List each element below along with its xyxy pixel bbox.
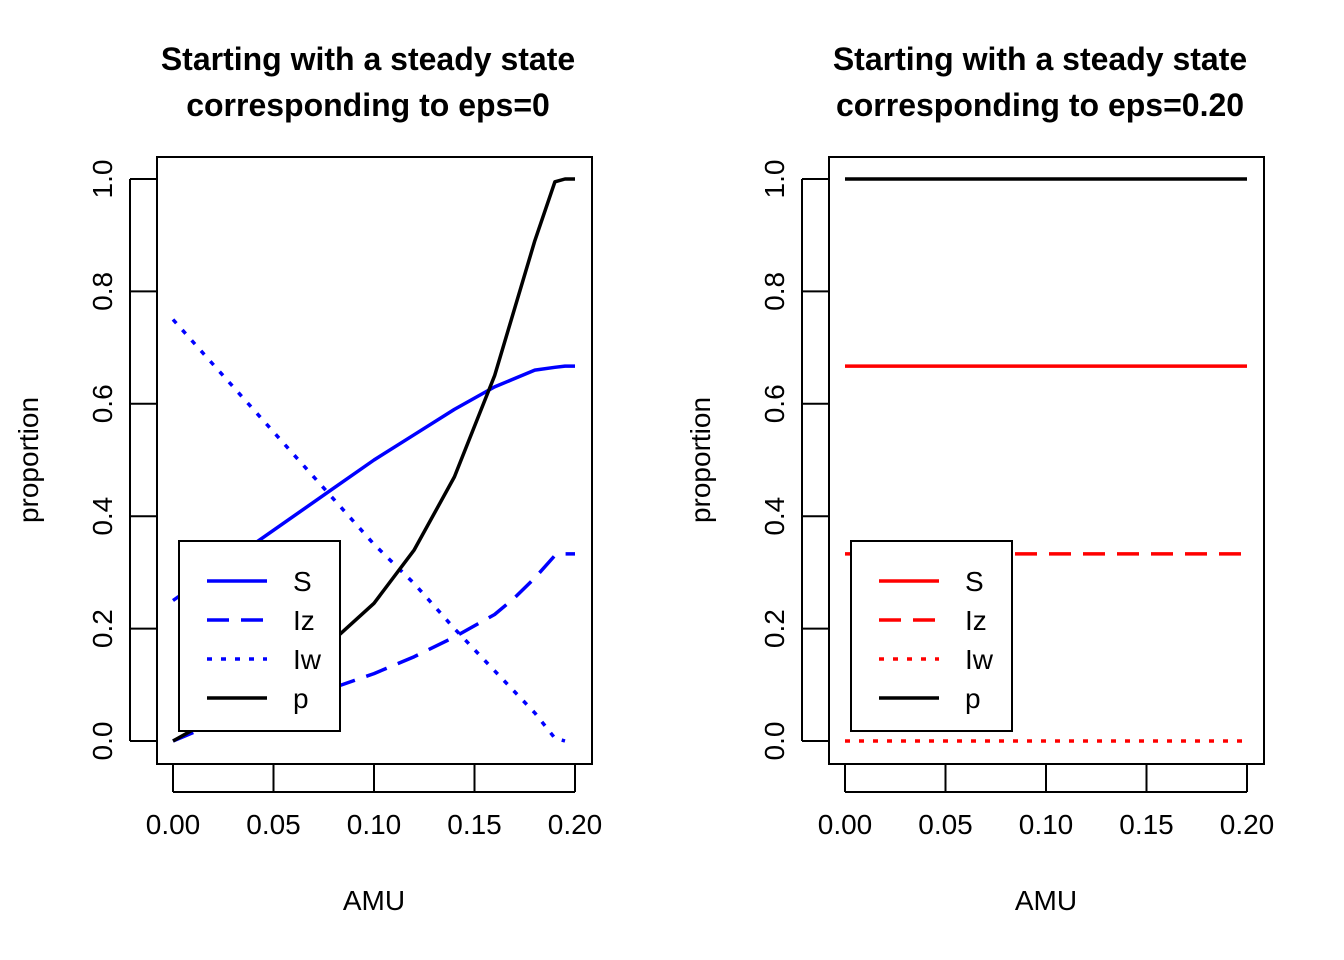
y-axis-label: proportion [685,397,716,523]
left-chart-panel: Starting with a steady state correspondin… [13,41,602,916]
x-tick-label: 0.05 [246,809,301,840]
x-tick-label: 0.10 [347,809,402,840]
x-axis-label: AMU [1015,885,1077,916]
legend-box [178,540,341,732]
y-tick-label: 0.6 [87,384,118,423]
x-tick-label: 0.10 [1019,809,1074,840]
x-tick-label: 0.20 [1220,809,1275,840]
chart-title-line-1: Starting with a steady state [161,41,575,77]
y-tick-label: 0.0 [759,722,790,761]
x-tick-label: 0.00 [146,809,201,840]
legend-label-iz: Iz [293,605,315,636]
chart-title-line-2: corresponding to eps=0 [186,87,550,123]
legend: S Iz Iw p [178,540,341,732]
legend-label-s: S [965,566,984,597]
x-tick-label: 0.00 [818,809,873,840]
y-tick-label: 0.4 [87,497,118,536]
y-tick-label: 1.0 [759,160,790,199]
y-tick-label: 0.8 [759,272,790,311]
series-line-iz [172,552,575,743]
y-tick-label: 1.0 [87,160,118,199]
chart-title-line-1: Starting with a steady state [833,41,1247,77]
x-axis-label: AMU [343,885,405,916]
legend-label-p: p [965,683,981,714]
chart-title-line-2: corresponding to eps=0.20 [836,87,1244,123]
x-tick-label: 0.15 [1119,809,1174,840]
y-tick-label: 0.4 [759,497,790,536]
x-tick-label: 0.15 [447,809,502,840]
legend-box [850,540,1013,732]
x-tick-label: 0.20 [548,809,603,840]
y-tick-label: 0.2 [759,609,790,648]
y-axis-label: proportion [13,397,44,523]
legend-label-iw: Iw [293,644,322,675]
legend-label-iz: Iz [965,605,987,636]
legend-label-iw: Iw [965,644,994,675]
right-chart-panel: Starting with a steady state correspondin… [685,41,1274,916]
x-tick-label: 0.05 [918,809,973,840]
y-tick-label: 0.8 [87,272,118,311]
legend: S Iz Iw p [850,540,1013,732]
y-tick-label: 0.6 [759,384,790,423]
legend-label-s: S [293,566,312,597]
legend-label-p: p [293,683,309,714]
y-tick-label: 0.2 [87,609,118,648]
y-tick-label: 0.0 [87,722,118,761]
